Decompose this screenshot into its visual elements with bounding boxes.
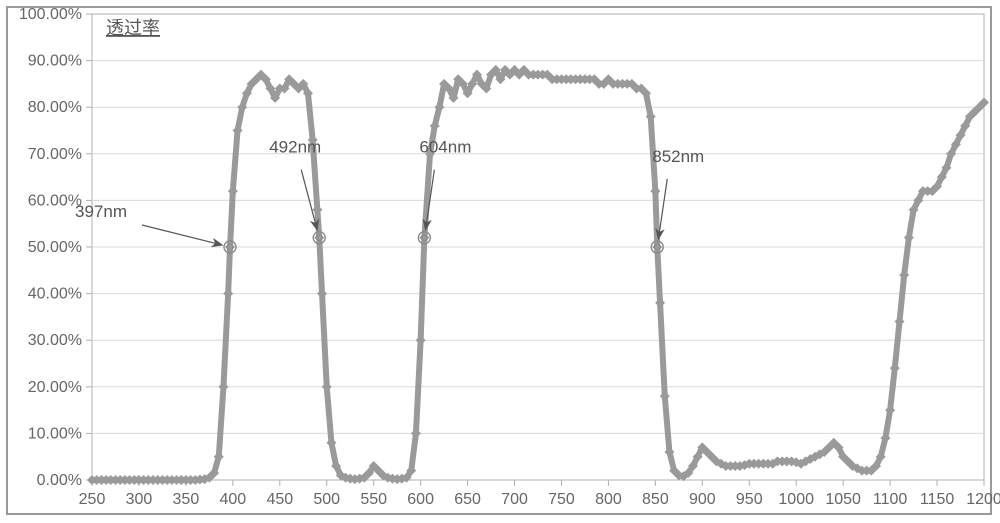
x-tick-label: 1050 — [825, 491, 861, 508]
y-tick-label: 0.00% — [37, 472, 82, 489]
x-tick-label: 1000 — [778, 491, 814, 508]
x-tick-label: 700 — [501, 491, 528, 508]
x-tick-label: 600 — [407, 491, 434, 508]
x-tick-label: 300 — [126, 491, 153, 508]
x-tick-label: 450 — [266, 491, 293, 508]
y-tick-label: 100.00% — [19, 6, 82, 23]
y-tick-label: 60.00% — [28, 192, 82, 209]
x-tick-label: 750 — [548, 491, 575, 508]
y-tick-label: 10.00% — [28, 425, 82, 442]
x-tick-label: 1200 — [966, 491, 1000, 508]
x-tick-label: 800 — [595, 491, 622, 508]
y-tick-label: 30.00% — [28, 332, 82, 349]
x-tick-label: 500 — [313, 491, 340, 508]
y-tick-label: 90.00% — [28, 53, 82, 70]
x-tick-label: 1100 — [873, 491, 908, 508]
x-tick-label: 400 — [219, 491, 246, 508]
annotation-label: 492nm — [269, 138, 321, 157]
y-tick-label: 70.00% — [28, 146, 82, 163]
x-tick-label: 900 — [689, 491, 716, 508]
annotation-label: 604nm — [419, 138, 471, 157]
x-tick-label: 250 — [79, 491, 106, 508]
annotation-label: 852nm — [652, 147, 704, 166]
y-tick-label: 80.00% — [28, 99, 82, 116]
x-tick-label: 350 — [173, 491, 200, 508]
annotation-label: 397nm — [75, 202, 127, 221]
chart-svg: 0.00% 10.00% 20.00% 30.00% 40.00% 50.00% 60.00… — [0, 0, 1000, 523]
x-tick-label: 650 — [454, 491, 481, 508]
x-tick-label: 1150 — [920, 491, 955, 508]
x-tick-label: 950 — [736, 491, 763, 508]
y-tick-label: 40.00% — [28, 286, 82, 303]
x-tick-label: 550 — [360, 491, 387, 508]
transmittance-chart: 0.00% 10.00% 20.00% 30.00% 40.00% 50.00% 60.00… — [0, 0, 1000, 523]
y-axis-title: 透过率 — [106, 18, 160, 38]
y-tick-label: 20.00% — [28, 379, 82, 396]
y-tick-label: 50.00% — [28, 239, 82, 256]
x-tick-label: 850 — [642, 491, 669, 508]
